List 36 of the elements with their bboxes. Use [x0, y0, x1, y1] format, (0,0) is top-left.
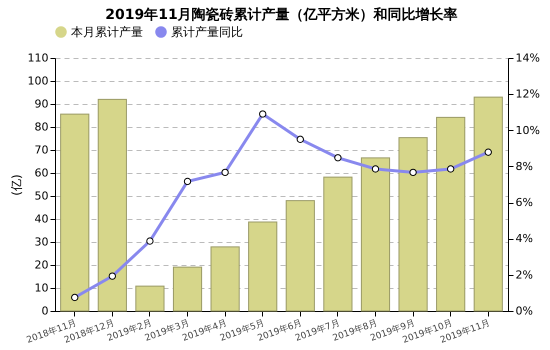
y2-tick-label: 14% [516, 52, 540, 64]
bar [286, 200, 315, 312]
y-tick-label: 100 [28, 74, 48, 88]
y-tick-label: 70 [34, 144, 48, 156]
chart-title: 2019年11月陶瓷砖累计产量（亿平方米）和同比增长率 [105, 6, 458, 23]
legend-label: 本月累计产量 [71, 25, 143, 39]
y-tick-label: 110 [28, 52, 48, 64]
bar [98, 98, 127, 312]
y-tick-label: 40 [34, 212, 48, 226]
y-tick-label: 20 [34, 258, 48, 272]
y2-tick-label: 10% [516, 124, 540, 137]
y-tick-label: 60 [34, 166, 48, 180]
y2-tick-label: 6% [516, 196, 533, 210]
bar [360, 157, 390, 312]
y-tick-label: 80 [34, 120, 48, 134]
bar [172, 266, 202, 312]
bar [474, 96, 503, 312]
y2-tick-label: 2% [516, 268, 533, 282]
bar [323, 176, 352, 312]
bar [210, 246, 240, 312]
legend-label: 累计产量同比 [171, 25, 243, 39]
y-tick-label: 90 [34, 98, 48, 110]
y2-tick-label: 8% [516, 160, 533, 173]
y2-tick-label: 4% [516, 232, 533, 246]
bar [60, 114, 90, 312]
bar [135, 286, 165, 312]
y-tick-label: 10 [34, 282, 48, 294]
bar [398, 137, 428, 312]
y-tick-label: 50 [34, 190, 48, 202]
y-tick-label: 0 [42, 304, 48, 318]
y-tick-label: 30 [34, 236, 48, 248]
y2-tick-label: 0% [516, 304, 533, 318]
y-axis-title: (亿) [10, 174, 24, 196]
bar [248, 221, 278, 312]
bar [436, 116, 466, 312]
y2-tick-label: 12% [516, 88, 540, 101]
